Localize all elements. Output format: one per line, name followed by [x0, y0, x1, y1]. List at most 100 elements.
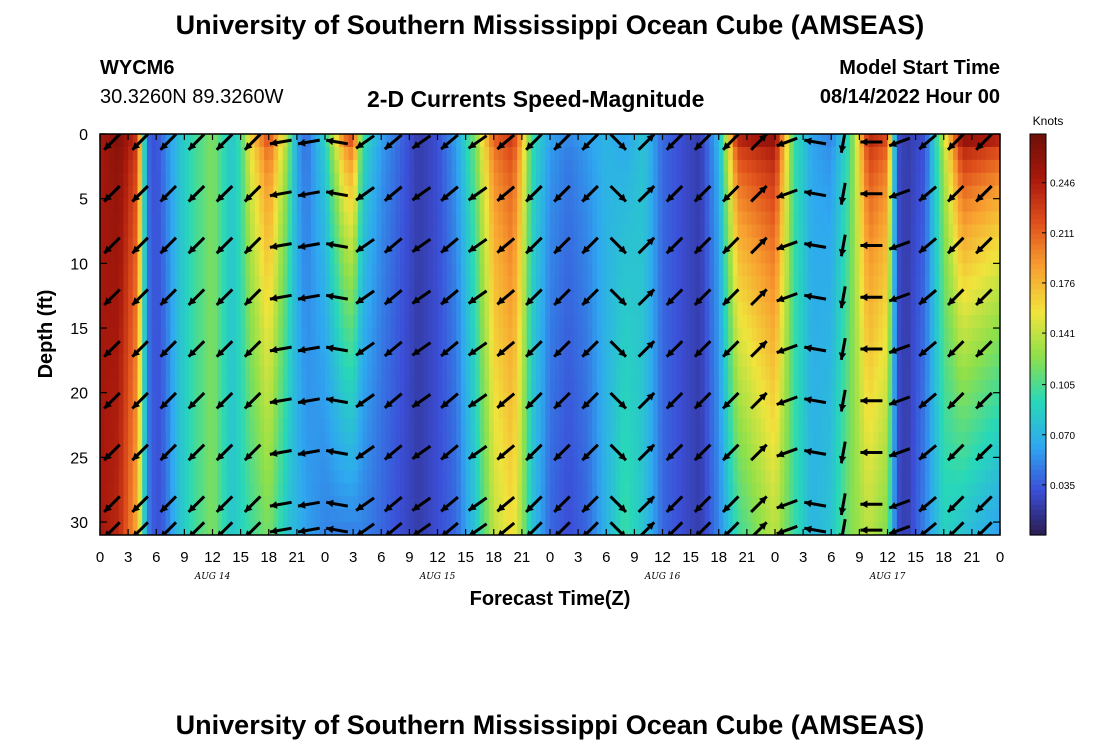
heatmap-cell [203, 289, 209, 303]
heatmap-cell [845, 198, 851, 213]
heatmap-cell [212, 302, 218, 316]
heatmap-cell [278, 250, 284, 264]
heatmap-cell [245, 379, 251, 394]
heatmap-cell [789, 483, 795, 497]
heatmap-cell [498, 302, 504, 316]
heatmap-cell [231, 211, 237, 226]
heatmap-cell [554, 302, 560, 316]
heatmap-cell [503, 509, 509, 523]
heatmap-cell [165, 366, 171, 381]
heatmap-cell [301, 470, 307, 484]
heatmap-cell [620, 470, 626, 484]
heatmap-cell [835, 211, 842, 226]
heatmap-cell [226, 431, 232, 446]
heatmap-cell [821, 496, 828, 510]
heatmap-cell [507, 276, 514, 290]
heatmap-cell [259, 159, 265, 174]
heatmap-cell [371, 444, 378, 458]
heatmap-cell [146, 250, 153, 264]
heatmap-cell [207, 315, 214, 329]
heatmap-cell [765, 457, 771, 471]
heatmap-cell [840, 418, 846, 433]
heatmap-cell [498, 276, 504, 290]
heatmap-cell [465, 146, 471, 161]
heatmap-cell [765, 509, 771, 523]
heatmap-cell [625, 224, 631, 239]
heatmap-cell [657, 496, 664, 510]
heatmap-cell [653, 353, 659, 368]
heatmap-cell [142, 366, 148, 381]
heatmap-cell [620, 366, 626, 381]
heatmap-cell [535, 444, 542, 458]
heatmap-cell [146, 509, 153, 523]
heatmap-cell [250, 159, 256, 174]
heatmap-cell [826, 457, 832, 471]
heatmap-cell [521, 185, 528, 200]
heatmap-cell [789, 405, 795, 420]
heatmap-cell [629, 392, 635, 407]
heatmap-cell [339, 224, 345, 239]
heatmap-cell [170, 328, 176, 342]
heatmap-cell [550, 366, 556, 381]
heatmap-cell [250, 457, 256, 471]
heatmap-cell [601, 470, 607, 484]
heatmap-cell [390, 353, 396, 368]
heatmap-cell [465, 418, 471, 433]
heatmap-cell [479, 457, 485, 471]
heatmap-cell [592, 470, 598, 484]
heatmap-cell [292, 185, 298, 200]
heatmap-cell [315, 457, 321, 471]
heatmap-cell [100, 418, 106, 433]
heatmap-cell [601, 418, 607, 433]
heatmap-cell [465, 237, 471, 252]
heatmap-cell [564, 353, 570, 368]
heatmap-cell [460, 444, 467, 458]
heatmap-cell [217, 134, 223, 148]
heatmap-cell [381, 340, 387, 355]
heatmap-cell [793, 496, 800, 510]
heatmap-cell [325, 172, 331, 187]
heatmap-cell [512, 263, 518, 277]
heatmap-cell [756, 457, 762, 471]
heatmap-cell [132, 379, 139, 394]
heatmap-cell [559, 353, 565, 368]
heatmap-cell [371, 185, 378, 200]
heatmap-cell [564, 185, 570, 200]
heatmap-cell [343, 328, 350, 342]
heatmap-cell [320, 457, 326, 471]
heatmap-cell [334, 379, 340, 394]
heatmap-cell [456, 379, 462, 394]
heatmap-cell [460, 237, 467, 252]
heatmap-cell [259, 237, 265, 252]
heatmap-cell [371, 405, 378, 420]
heatmap-cell [629, 224, 635, 239]
heatmap-cell [835, 302, 842, 316]
heatmap-cell [250, 276, 256, 290]
heatmap-cell [156, 509, 162, 523]
heatmap-cell [835, 496, 842, 510]
heatmap-cell [709, 353, 715, 368]
heatmap-cell [540, 496, 546, 510]
heatmap-cell [671, 328, 678, 342]
heatmap-cell [704, 237, 710, 252]
heatmap-cell [165, 315, 171, 329]
heatmap-cell [807, 276, 814, 290]
heatmap-cell [573, 289, 579, 303]
heatmap-cell [681, 328, 687, 342]
heatmap-cell [329, 250, 335, 264]
heatmap-cell [812, 159, 818, 174]
heatmap-cell [840, 457, 846, 471]
heatmap-cell [325, 418, 331, 433]
heatmap-cell [240, 146, 246, 161]
heatmap-cell [475, 302, 481, 316]
heatmap-cell [109, 379, 115, 394]
heatmap-cell [573, 457, 579, 471]
heatmap-cell [540, 392, 546, 407]
heatmap-cell [578, 185, 584, 200]
heatmap-cell [175, 392, 181, 407]
heatmap-cell [690, 185, 696, 200]
heatmap-cell [409, 185, 415, 200]
heatmap-cell [170, 263, 176, 277]
heatmap-cell [756, 172, 762, 187]
heatmap-cell [592, 496, 598, 510]
